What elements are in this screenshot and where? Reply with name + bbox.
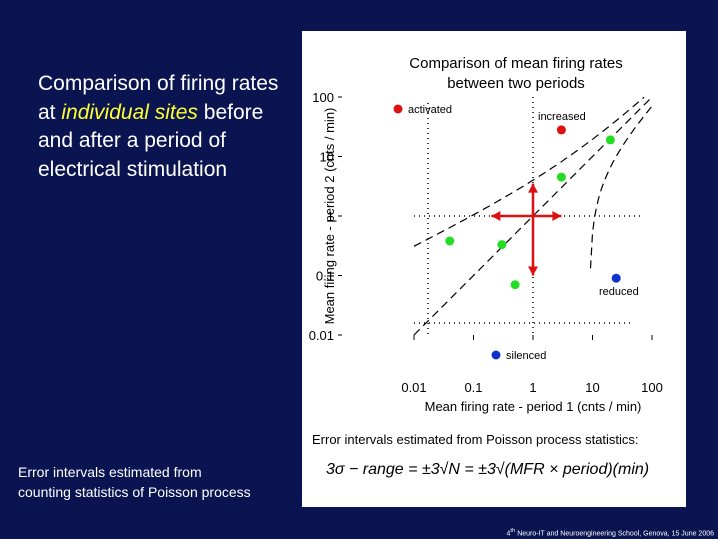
slide-title: Comparison of firing rates at individual…	[38, 70, 288, 184]
y-tick-label: 100	[312, 90, 334, 105]
data-point	[556, 125, 566, 135]
y-axis-label: Mean firing rate - period 2 (cnts / min)	[322, 108, 337, 325]
data-point	[605, 135, 615, 145]
legend-marker-silenced	[491, 350, 501, 360]
data-point	[510, 280, 520, 290]
chart-title-line1: Comparison of mean firing rates	[409, 55, 622, 72]
annotation-reduced: reduced	[599, 286, 639, 298]
arrowhead-right	[552, 211, 562, 221]
y-tick-label: 0.1	[316, 269, 334, 284]
data-point	[445, 236, 455, 246]
arrowhead-left	[491, 211, 501, 221]
x-tick-label: 10	[585, 380, 599, 395]
y-tick-label: 10	[320, 150, 334, 165]
y-tick-label: 0.01	[309, 328, 334, 343]
error-note-line1: Error intervals estimated from	[18, 464, 202, 480]
x-tick-label: 100	[641, 380, 663, 395]
slide-title-part1: Comparison of firing rates at	[38, 72, 279, 124]
annotation-increased: increased	[538, 111, 586, 123]
x-tick-label: 0.01	[401, 380, 426, 395]
error-note-line2: counting statistics of Poisson process	[18, 484, 251, 500]
x-tick-label: 0.1	[464, 380, 482, 395]
x-axis-label: Mean firing rate - period 1 (cnts / min)	[425, 399, 642, 414]
slide-title-highlight: individual sites	[61, 100, 198, 124]
upper-bound-line	[413, 96, 645, 247]
slide-title-part2: before and after a period of electrical …	[38, 100, 264, 181]
lower-bound-line	[589, 105, 653, 269]
y-tick-label: 1	[327, 209, 334, 224]
legend-label-activated: activated	[408, 104, 452, 116]
data-point	[611, 273, 621, 283]
error-note: Error intervals estimated from Poisson p…	[312, 432, 639, 447]
data-point	[497, 240, 507, 250]
footer: 4th Neuro-IT and Neuroengineering School…	[506, 527, 714, 537]
legend-marker-activated	[393, 104, 403, 114]
data-point	[556, 172, 566, 182]
arrowhead-down	[528, 266, 538, 276]
x-tick-label: 1	[529, 380, 536, 395]
error-note-left: Error intervals estimated from counting …	[18, 462, 308, 502]
arrowhead-up	[528, 183, 538, 193]
scatter-chart: Comparison of mean firing rates between t…	[309, 55, 663, 478]
chart-title-line2: between two periods	[447, 75, 585, 92]
formula: 3σ − range = ±3√N = ±3√(MFR × period)(mi…	[326, 461, 649, 478]
legend-label-silenced: silenced	[506, 350, 546, 362]
chart-panel: Comparison of mean firing rates between t…	[302, 31, 686, 507]
